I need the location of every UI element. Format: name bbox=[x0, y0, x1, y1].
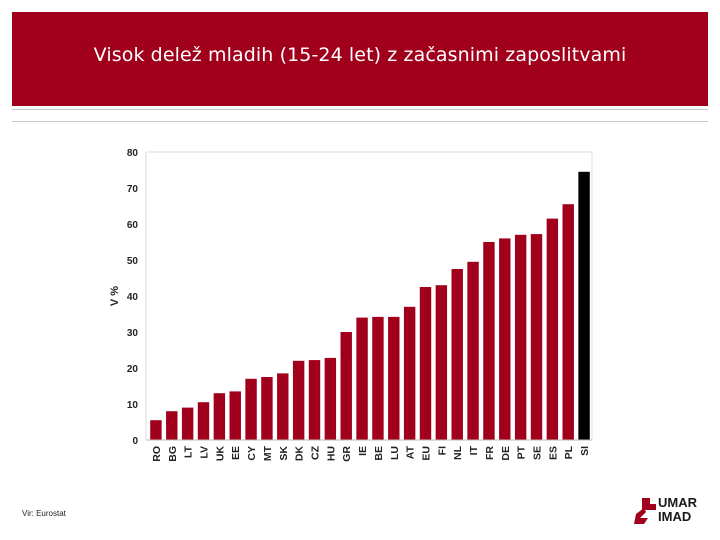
x-tick-label: SK bbox=[278, 446, 290, 461]
bar-pt bbox=[514, 234, 527, 440]
x-tick-label: IT bbox=[468, 445, 480, 455]
bar-mt bbox=[261, 377, 273, 440]
bar-es bbox=[546, 218, 559, 440]
x-tick-label: FR bbox=[484, 446, 496, 460]
x-tick-label: LV bbox=[199, 446, 211, 459]
x-tick-label: EU bbox=[421, 446, 433, 461]
bar-fr bbox=[483, 242, 495, 440]
bar-at bbox=[403, 306, 416, 440]
bar-bg bbox=[166, 411, 178, 440]
bar-dk bbox=[292, 360, 305, 440]
bar-lv bbox=[197, 402, 210, 440]
bar-ee bbox=[229, 391, 241, 440]
x-tick-label: GR bbox=[341, 446, 353, 462]
bar-cz bbox=[308, 360, 321, 440]
bar-cy bbox=[245, 378, 257, 440]
y-axis-label: V % bbox=[109, 286, 121, 306]
x-tick-label: LU bbox=[389, 446, 401, 460]
y-tick-label: 60 bbox=[127, 220, 139, 231]
x-tick-label: FI bbox=[436, 446, 448, 455]
y-tick-label: 20 bbox=[127, 364, 139, 375]
title-divider-lower bbox=[12, 121, 708, 122]
x-tick-label: RO bbox=[151, 446, 163, 462]
bar-de bbox=[499, 238, 511, 440]
bar-be bbox=[372, 316, 384, 440]
x-tick-label: BG bbox=[167, 446, 179, 462]
x-tick-label: DK bbox=[294, 446, 306, 462]
umar-logo-icon bbox=[634, 498, 656, 524]
bar-si bbox=[578, 171, 590, 441]
logo-line-1: UMAR bbox=[658, 495, 697, 510]
bar-it bbox=[467, 261, 479, 440]
x-tick-label: CY bbox=[246, 446, 258, 461]
x-tick-label: LT bbox=[183, 445, 195, 458]
x-tick-label: AT bbox=[405, 445, 417, 459]
title-divider bbox=[12, 109, 708, 110]
x-tick-label: NL bbox=[452, 445, 464, 460]
y-tick-label: 80 bbox=[127, 148, 139, 159]
x-tick-label: HU bbox=[325, 446, 337, 461]
x-tick-label: IE bbox=[357, 446, 369, 456]
x-tick-label: PT bbox=[516, 445, 528, 459]
x-tick-label: UK bbox=[214, 446, 226, 462]
y-tick-label: 40 bbox=[127, 292, 139, 303]
x-tick-label: MT bbox=[262, 445, 274, 461]
umar-logo: UMAR IMAD bbox=[634, 494, 714, 528]
x-tick-label: ES bbox=[547, 446, 559, 460]
x-tick-label: BE bbox=[373, 446, 385, 461]
bar-sk bbox=[277, 373, 289, 440]
y-tick-label: 70 bbox=[127, 184, 139, 195]
bar-ie bbox=[356, 317, 368, 440]
x-tick-label: PL bbox=[563, 445, 575, 459]
bar-pl bbox=[562, 204, 574, 440]
bar-uk bbox=[213, 393, 226, 440]
bar-hu bbox=[324, 357, 337, 440]
bar-chart: 0 10 20 30 40 50 60 70 80 V % RO BG LT LV UK EE CY MT SK DK… bbox=[100, 140, 610, 475]
y-tick-label: 50 bbox=[127, 256, 139, 267]
logo-line-2: IMAD bbox=[658, 509, 692, 524]
source-note: Vir: Eurostat bbox=[22, 509, 66, 518]
bar-chart-svg: 0 10 20 30 40 50 60 70 80 V % RO BG LT LV UK EE CY MT SK DK… bbox=[109, 148, 593, 462]
bar-eu bbox=[419, 287, 432, 440]
y-tick-label: 0 bbox=[132, 436, 138, 447]
bar-lt bbox=[181, 407, 194, 440]
bar-ro bbox=[150, 420, 162, 440]
x-tick-label: SI bbox=[579, 446, 591, 456]
x-tick-label: DE bbox=[500, 446, 512, 461]
bar-fi bbox=[435, 285, 448, 440]
title-bar: Visok delež mladih (15-24 let) z začasni… bbox=[12, 12, 708, 106]
bar-se bbox=[530, 234, 543, 440]
x-tick-label: CZ bbox=[310, 445, 322, 460]
bar-nl bbox=[451, 269, 463, 440]
y-tick-label: 30 bbox=[127, 328, 139, 339]
bar-gr bbox=[340, 332, 352, 440]
y-tick-label: 10 bbox=[127, 400, 139, 411]
slide-title: Visok delež mladih (15-24 let) z začasni… bbox=[93, 44, 627, 66]
bar-lu bbox=[388, 316, 400, 440]
x-tick-label: EE bbox=[230, 446, 242, 460]
x-tick-label: SE bbox=[532, 446, 544, 460]
